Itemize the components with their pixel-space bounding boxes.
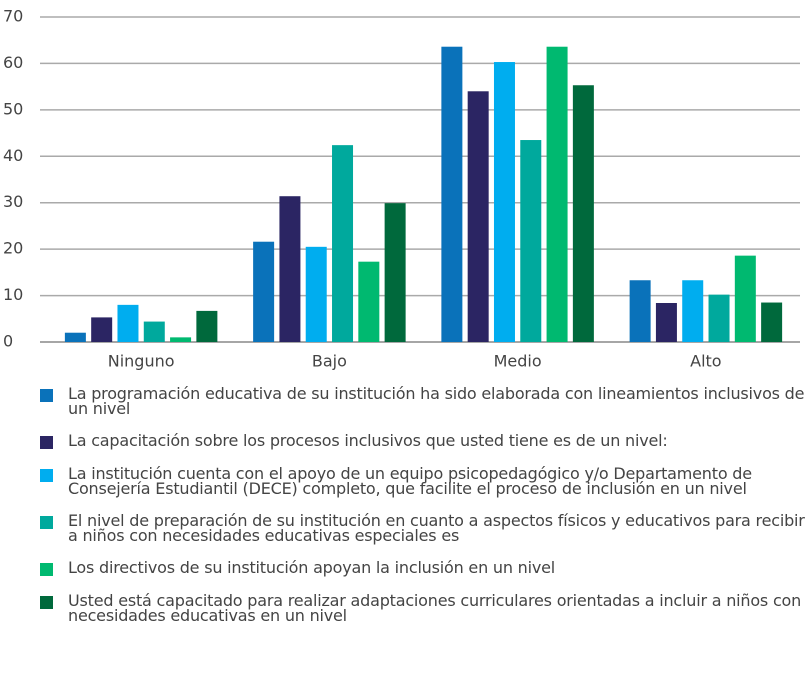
bar [493, 62, 515, 343]
bar [682, 280, 704, 342]
legend-swatch [40, 563, 53, 576]
legend-swatch [40, 596, 53, 609]
legend-label: Los directivos de su institución apoyan … [68, 558, 556, 577]
bar [572, 85, 594, 342]
legend-item: Usted está capacitado para realizar adap… [40, 591, 805, 625]
bar [629, 280, 651, 342]
x-tick-label: Ninguno [108, 352, 175, 371]
legend-label: La capacitación sobre los procesos inclu… [68, 431, 668, 450]
bar [332, 145, 354, 342]
legend-swatch [40, 469, 53, 482]
bar [305, 246, 327, 342]
y-tick-label: 50 [3, 99, 23, 118]
bar [358, 261, 380, 342]
bar [117, 304, 139, 342]
legend-swatch [40, 389, 53, 402]
bar [467, 91, 489, 343]
bar [143, 321, 165, 342]
legend-label: La institución cuenta con el apoyo de un… [68, 464, 752, 498]
legend-swatch [40, 436, 53, 449]
legend: La programación educativa de su instituc… [40, 386, 805, 640]
legend-label: La programación educativa de su instituc… [68, 384, 805, 418]
bar [441, 46, 463, 342]
x-tick-label: Medio [494, 352, 542, 371]
legend-item: La programación educativa de su instituc… [40, 384, 805, 418]
bar [196, 310, 218, 342]
bar [170, 337, 192, 342]
legend-item: La institución cuenta con el apoyo de un… [40, 464, 805, 498]
bar [734, 255, 756, 342]
chart: 0 10 20 30 40 50 60 70 Ninguno Bajo Medio Alto [3, 7, 800, 371]
y-tick-label: 30 [3, 192, 23, 211]
y-tick-label: 40 [3, 146, 23, 165]
bar [384, 203, 406, 342]
legend-label: El nivel de preparación de su institució… [68, 511, 805, 545]
legend-item: La capacitación sobre los procesos inclu… [40, 433, 805, 449]
bar [253, 241, 275, 342]
bar [520, 140, 542, 342]
legend-item: El nivel de preparación de su institució… [40, 511, 805, 545]
bar [546, 46, 568, 342]
legend-swatch [40, 516, 53, 529]
bar [655, 303, 677, 342]
y-tick-label: 70 [3, 7, 23, 26]
x-tick-label: Alto [690, 352, 721, 371]
y-tick-label: 20 [3, 239, 23, 258]
bar [761, 302, 783, 342]
bar [91, 317, 113, 342]
y-tick-label: 0 [3, 332, 13, 351]
y-tick-label: 10 [3, 285, 23, 304]
bar [708, 294, 730, 342]
y-tick-label: 60 [3, 53, 23, 72]
legend-item: Los directivos de su institución apoyan … [40, 560, 805, 576]
bar [279, 196, 301, 342]
x-tick-label: Bajo [312, 352, 347, 371]
bar [64, 332, 86, 342]
legend-label: Usted está capacitado para realizar adap… [68, 591, 802, 625]
